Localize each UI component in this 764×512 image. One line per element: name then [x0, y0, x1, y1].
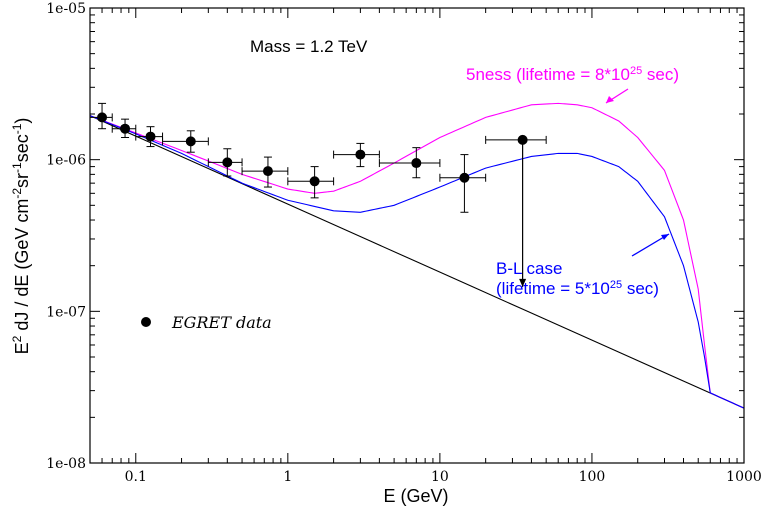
- x-tick-label: 0.1: [125, 469, 147, 485]
- data-point: [185, 136, 196, 147]
- fiveness-label: 5ness (lifetime = 8*1025 sec): [466, 65, 679, 84]
- y-tick-label: 1e-08: [46, 456, 86, 472]
- data-point: [411, 158, 422, 169]
- data-point: [459, 172, 470, 183]
- legend-label: EGRET data: [171, 313, 272, 332]
- data-point: [355, 149, 366, 160]
- data-points: [89, 102, 547, 287]
- bl-label-line1: B-L case: [496, 259, 562, 278]
- y-tick-label: 1e-06: [46, 153, 86, 169]
- data-point: [262, 166, 273, 177]
- data-point: [222, 157, 233, 168]
- data-point: [145, 131, 156, 142]
- data-point: [97, 112, 108, 123]
- y-axis-title: E2 dJ / dE (GeV cm-2sr-1sec-1): [10, 118, 32, 355]
- legend-marker: [141, 317, 151, 327]
- data-point: [120, 123, 131, 134]
- x-axis-title: E (GeV): [383, 486, 448, 506]
- plot-frame: [89, 7, 745, 464]
- x-tick-label: 1000: [726, 469, 762, 485]
- x-tick-label: 1: [283, 469, 292, 485]
- upper-limit-arrowhead: [519, 278, 527, 287]
- data-point: [517, 134, 528, 145]
- bl-label-line2: (lifetime = 5*1025 sec): [496, 279, 659, 298]
- data-point: [309, 176, 320, 187]
- y-tick-label: 1e-07: [46, 304, 86, 320]
- bl-case-curve: [90, 115, 744, 409]
- fiveness-arrowhead: [606, 96, 614, 103]
- fiveness-curve: [90, 102, 744, 409]
- mass-annotation: Mass = 1.2 TeV: [250, 37, 368, 56]
- bl-arrowhead: [661, 234, 669, 240]
- x-tick-label: 10: [431, 469, 449, 485]
- background-curve: [90, 115, 744, 409]
- y-tick-label: 1e-05: [46, 1, 86, 17]
- curves: [90, 102, 744, 409]
- x-tick-label: 100: [579, 469, 606, 485]
